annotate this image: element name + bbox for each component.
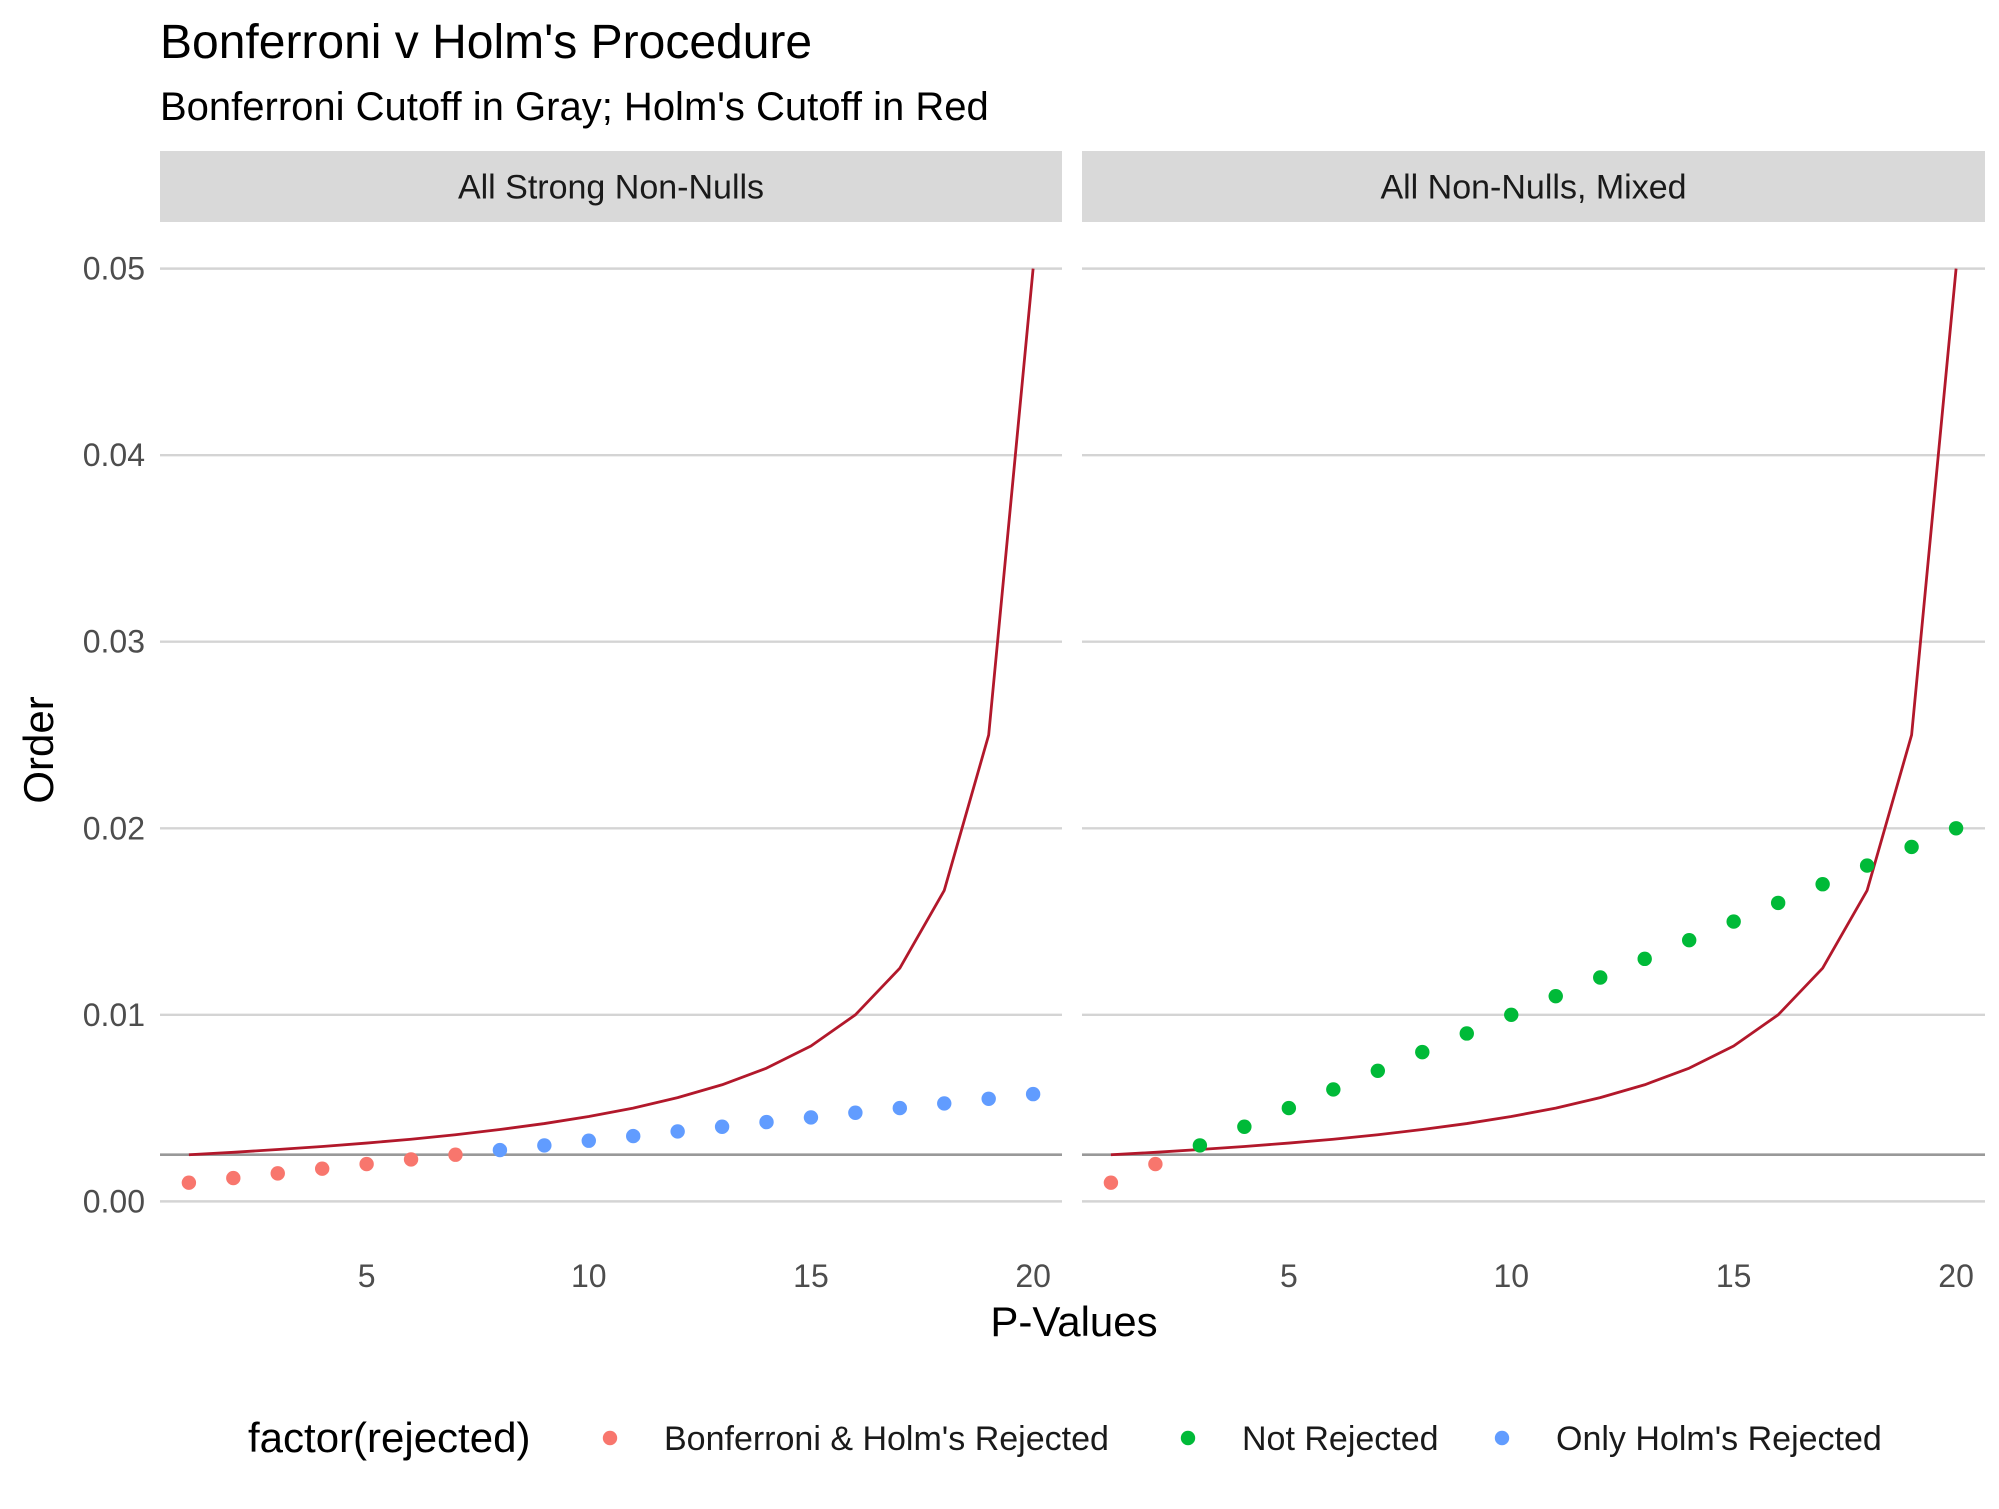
data-point (1237, 1119, 1252, 1134)
x-tick-label: 5 (358, 1258, 376, 1294)
legend-key (1494, 1430, 1510, 1446)
x-tick-label: 20 (1015, 1258, 1051, 1294)
data-point (1637, 951, 1652, 967)
data-point (226, 1170, 241, 1186)
data-point (670, 1124, 685, 1139)
x-tick-label: 10 (571, 1258, 607, 1294)
data-point (314, 1161, 330, 1176)
data-point (892, 1100, 908, 1116)
data-point (1025, 1086, 1041, 1102)
data-point (359, 1156, 374, 1172)
y-axis: 0.00 0.01 0.02 0.03 0.04 0.05 (83, 251, 145, 1220)
data-point (1370, 1063, 1386, 1078)
facet-strip-label: All Strong Non-Nulls (458, 169, 764, 207)
facet-strip (1082, 151, 1985, 222)
x-tick-label: 10 (1493, 1258, 1529, 1294)
x-axis-title: P-Values (990, 1298, 1157, 1345)
legend-label: Not Rejected (1242, 1420, 1439, 1458)
data-point (1770, 895, 1786, 911)
legend-label: Bonferroni & Holm's Rejected (664, 1420, 1109, 1458)
data-point (448, 1147, 463, 1162)
y-axis-title: Order (15, 696, 62, 803)
facet-panel: All Non-Nulls, Mixed 5 10 15 20 (1082, 151, 1985, 1294)
legend-entry: Not Rejected (1180, 1420, 1439, 1458)
chart-subtitle: Bonferroni Cutoff in Gray; Holm's Cutoff… (160, 85, 989, 129)
data-point (759, 1114, 774, 1130)
data-point (1281, 1100, 1297, 1116)
data-point (181, 1175, 197, 1190)
data-point (981, 1091, 996, 1106)
data-point (848, 1105, 863, 1120)
legend-label: Only Holm's Rejected (1556, 1420, 1882, 1458)
data-point (803, 1110, 819, 1125)
chart-title: Bonferroni v Holm's Procedure (160, 16, 812, 69)
data-point (1148, 1156, 1163, 1172)
data-point (403, 1152, 419, 1167)
x-tick-label: 15 (793, 1258, 829, 1294)
legend: factor(rejected) Bonferroni & Holm's Rej… (248, 1414, 1882, 1461)
data-point (1815, 877, 1830, 892)
x-tick-label: 20 (1938, 1258, 1974, 1294)
data-point (714, 1119, 730, 1134)
data-point (1326, 1082, 1341, 1097)
holm-cutoff-line (188, 268, 1035, 1157)
data-point (581, 1133, 596, 1148)
data-point (1948, 821, 1964, 836)
data-point (1681, 933, 1697, 948)
data-point (1904, 839, 1919, 855)
data-point (1593, 970, 1608, 985)
y-tick-label: 0.04 (83, 437, 145, 473)
facet-panel: All Strong Non-Nulls 5 10 15 20 (160, 151, 1062, 1294)
data-point (1192, 1138, 1208, 1153)
facet-strip-label: All Non-Nulls, Mixed (1380, 169, 1686, 207)
legend-key (1180, 1430, 1196, 1446)
y-tick-label: 0.01 (83, 997, 145, 1033)
holm-cutoff-line (1110, 268, 1958, 1157)
legend-entry: Only Holm's Rejected (1494, 1420, 1882, 1458)
y-tick-label: 0.00 (83, 1183, 145, 1219)
x-tick-label: 15 (1716, 1258, 1752, 1294)
facet-strip (160, 151, 1062, 222)
data-point (492, 1142, 508, 1158)
y-tick-label: 0.02 (83, 810, 145, 846)
legend-entry: Bonferroni & Holm's Rejected (602, 1420, 1109, 1458)
data-point (1726, 914, 1741, 929)
data-point (626, 1128, 641, 1144)
y-tick-label: 0.05 (83, 251, 145, 287)
data-point (1459, 1026, 1474, 1041)
data-point (937, 1096, 952, 1111)
data-point (1504, 1007, 1519, 1023)
data-point (537, 1138, 552, 1153)
data-point (1415, 1044, 1430, 1060)
y-tick-label: 0.03 (83, 624, 145, 660)
legend-key (602, 1430, 618, 1446)
data-point (1103, 1175, 1119, 1190)
legend-title: factor(rejected) (248, 1414, 530, 1461)
data-point (1548, 988, 1563, 1004)
data-point (1859, 858, 1875, 873)
data-point (270, 1166, 285, 1181)
x-tick-label: 5 (1280, 1258, 1298, 1294)
